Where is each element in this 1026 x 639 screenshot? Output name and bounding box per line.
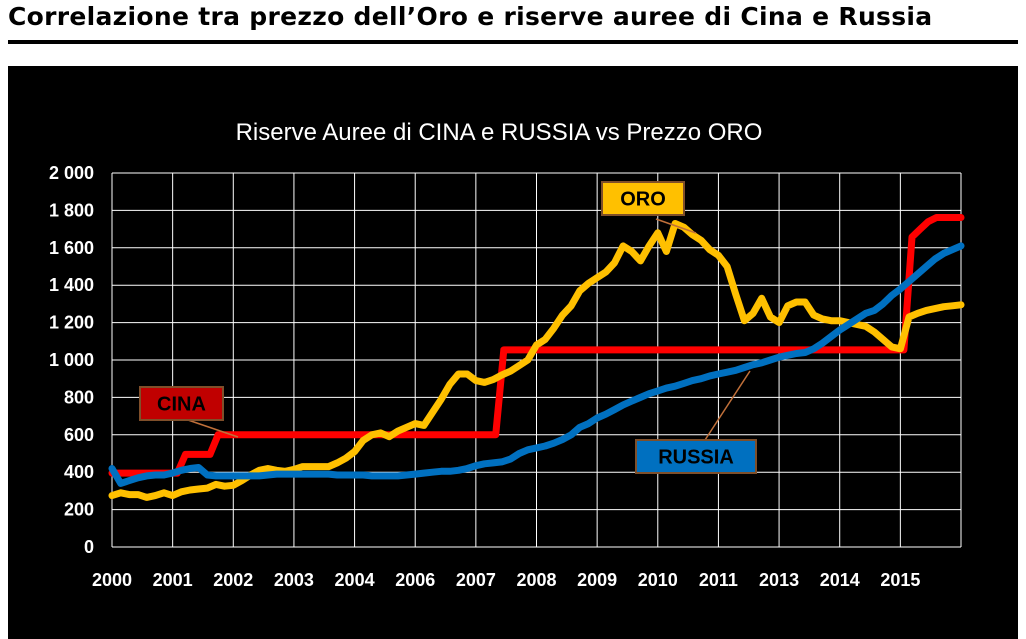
series-label-cina: CINA: [157, 394, 206, 416]
x-tick-label: 2002: [213, 570, 253, 590]
chart-title: Riserve Auree di CINA e RUSSIA vs Prezzo…: [236, 119, 763, 146]
leader-line-russia: [704, 370, 751, 441]
x-tick-label: 2014: [820, 570, 860, 590]
x-tick-label: 2009: [577, 570, 617, 590]
x-tick-label: 2000: [92, 570, 132, 590]
x-tick-label: 2011: [699, 570, 738, 590]
gold-reserves-chart: Riserve Auree di CINA e RUSSIA vs Prezzo…: [49, 119, 965, 590]
y-axis: 0 200 400 600 800 1 000 1 200 1 400 1 600 1 800 2 …: [49, 163, 94, 557]
x-tick-label: 2006: [395, 570, 435, 590]
x-tick-label: 2008: [516, 570, 556, 590]
y-tick-label: 0: [84, 537, 94, 557]
page-title: Correlazione tra prezzo dell’Oro e riser…: [8, 2, 933, 31]
x-axis: 2000 2001 2002 2003 2004 2006 2007 2008 2009 2010…: [92, 570, 920, 590]
label-box-russia: [635, 439, 757, 474]
y-tick-label: 1 400: [49, 275, 94, 295]
series-label-russia: RUSSIA: [658, 447, 734, 469]
y-tick-label: 1 600: [49, 238, 94, 258]
leader-line-cina: [187, 419, 239, 438]
x-tick-label: 2013: [759, 570, 799, 590]
x-tick-label: 2015: [880, 570, 920, 590]
series-labels: CINA RUSSIA ORO: [139, 181, 757, 474]
x-tick-label: 2001: [153, 570, 193, 590]
series-label-oro: ORO: [620, 189, 666, 211]
y-tick-label: 400: [64, 462, 94, 482]
x-tick-label: 2010: [638, 570, 678, 590]
grid: [111, 172, 962, 548]
x-tick-label: 2004: [335, 570, 375, 590]
series-lines: [108, 214, 965, 501]
y-tick-label: 2 000: [49, 163, 94, 183]
label-box-oro: [601, 181, 685, 216]
x-tick-label: 2007: [456, 570, 496, 590]
series-line-russia: [108, 242, 965, 487]
label-box-cina: [139, 386, 224, 421]
y-tick-label: 1 000: [49, 350, 94, 370]
title-rule: [8, 40, 1018, 44]
y-tick-label: 1 800: [49, 200, 94, 220]
chart-panel: Riserve Auree di CINA e RUSSIA vs Prezzo…: [8, 66, 1018, 639]
y-tick-label: 200: [64, 500, 94, 520]
y-tick-label: 600: [64, 425, 94, 445]
leader-line-oro: [655, 218, 697, 234]
y-tick-label: 800: [64, 387, 94, 407]
y-tick-label: 1 200: [49, 313, 94, 333]
x-tick-label: 2003: [274, 570, 314, 590]
